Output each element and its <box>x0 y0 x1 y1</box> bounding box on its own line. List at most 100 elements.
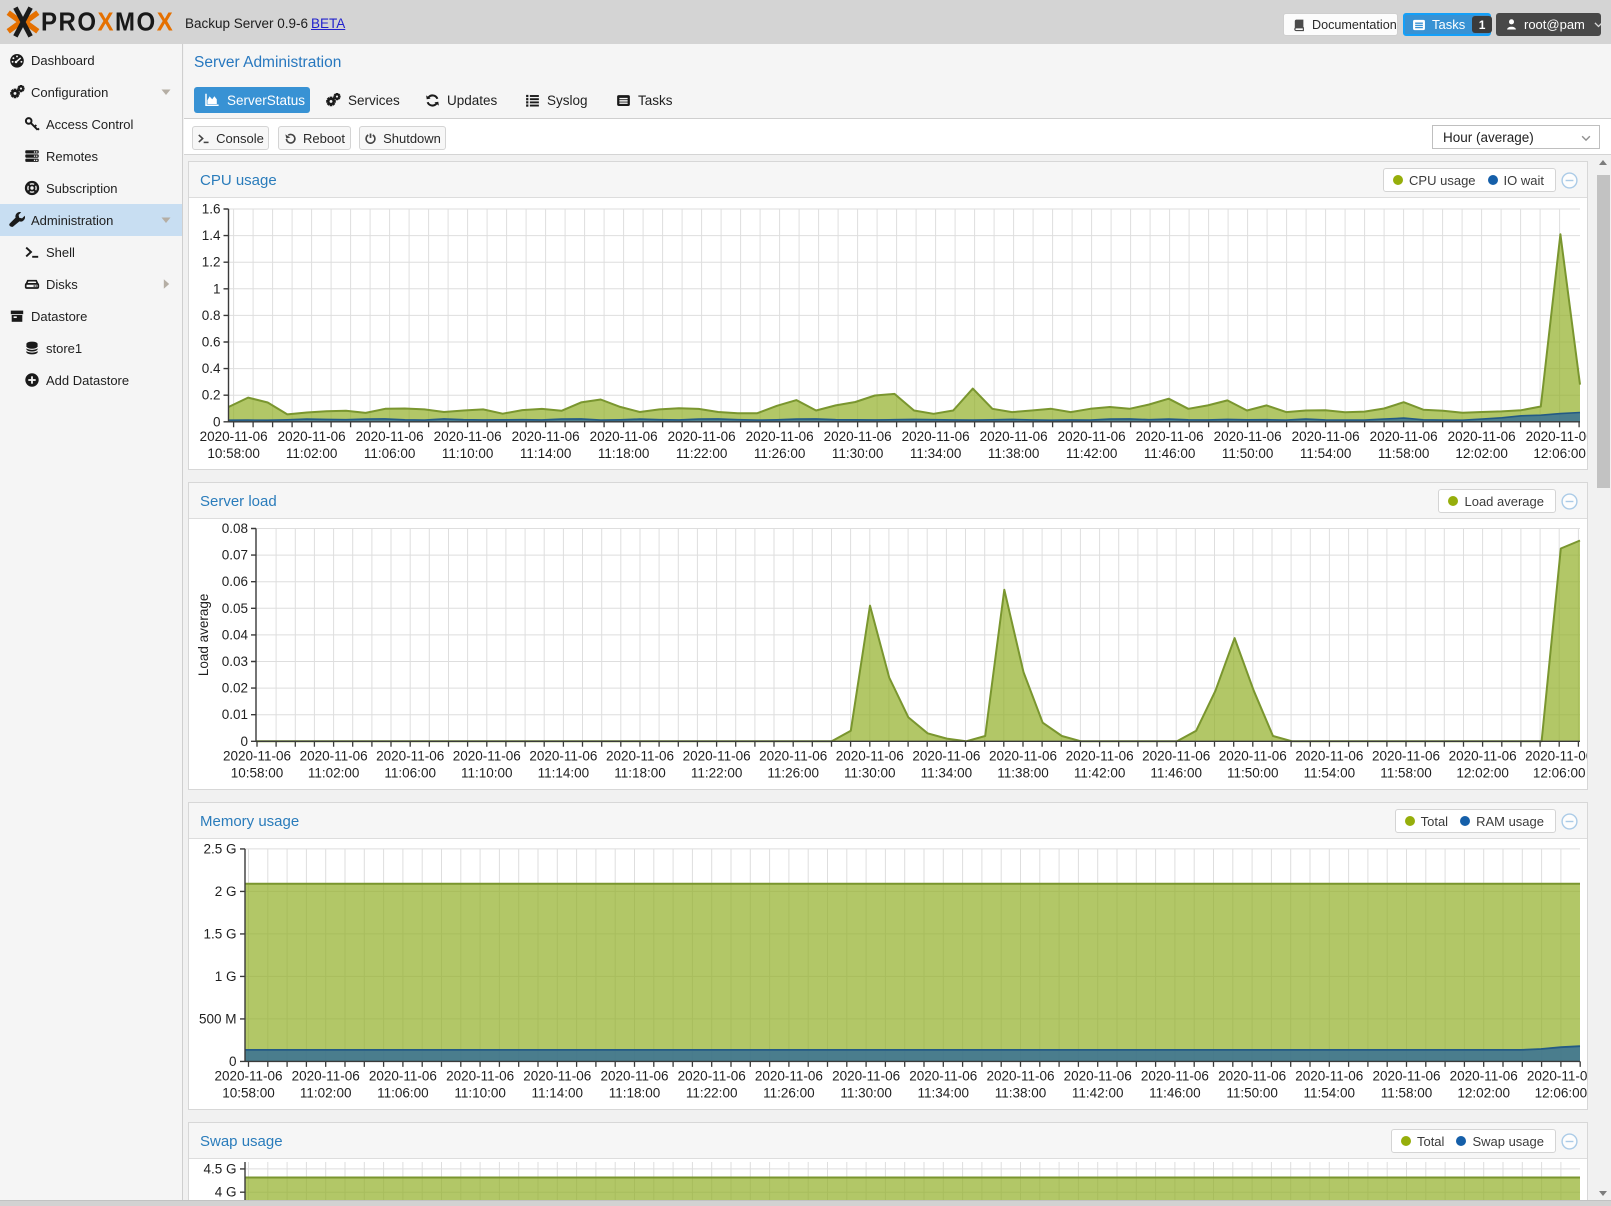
svg-text:2020-11-06: 2020-11-06 <box>668 429 736 444</box>
svg-text:11:06:00: 11:06:00 <box>384 766 436 781</box>
svg-text:0.2: 0.2 <box>202 388 221 403</box>
svg-text:1.5 G: 1.5 G <box>203 926 236 941</box>
svg-text:2020-11-06: 2020-11-06 <box>300 749 368 764</box>
svg-text:2020-11-06: 2020-11-06 <box>1292 429 1360 444</box>
svg-text:2020-11-06: 2020-11-06 <box>446 1069 514 1084</box>
svg-text:0.01: 0.01 <box>222 707 248 722</box>
svg-text:2020-11-06: 2020-11-06 <box>600 1069 668 1084</box>
svg-text:12:02:00: 12:02:00 <box>1457 1086 1510 1101</box>
svg-text:10:58:00: 10:58:00 <box>222 1086 275 1101</box>
svg-text:2020-11-06: 2020-11-06 <box>1449 749 1517 764</box>
svg-text:0.03: 0.03 <box>222 654 248 669</box>
svg-text:2020-11-06: 2020-11-06 <box>523 1069 591 1084</box>
svg-text:2020-11-06: 2020-11-06 <box>912 749 980 764</box>
svg-text:2020-11-06: 2020-11-06 <box>369 1069 437 1084</box>
svg-text:0: 0 <box>213 414 221 429</box>
svg-text:10:58:00: 10:58:00 <box>207 446 260 461</box>
svg-text:11:14:00: 11:14:00 <box>520 446 572 461</box>
svg-text:2020-11-06: 2020-11-06 <box>836 749 904 764</box>
svg-text:0.6: 0.6 <box>202 335 221 350</box>
svg-text:11:34:00: 11:34:00 <box>918 1086 970 1101</box>
svg-text:0.08: 0.08 <box>222 521 248 536</box>
svg-text:2020-11-06: 2020-11-06 <box>1526 429 1588 444</box>
svg-text:2020-11-06: 2020-11-06 <box>1219 749 1287 764</box>
svg-text:500 M: 500 M <box>199 1011 237 1026</box>
svg-text:2020-11-06: 2020-11-06 <box>590 429 658 444</box>
svg-text:2020-11-06: 2020-11-06 <box>278 429 346 444</box>
svg-text:2020-11-06: 2020-11-06 <box>1064 1069 1132 1084</box>
svg-text:11:06:00: 11:06:00 <box>364 446 416 461</box>
svg-text:1.6: 1.6 <box>202 202 221 217</box>
svg-text:2020-11-06: 2020-11-06 <box>980 429 1048 444</box>
svg-text:2020-11-06: 2020-11-06 <box>606 749 674 764</box>
svg-text:2020-11-06: 2020-11-06 <box>1450 1069 1518 1084</box>
svg-text:11:26:00: 11:26:00 <box>763 1086 815 1101</box>
svg-text:0: 0 <box>229 1054 237 1069</box>
svg-text:11:18:00: 11:18:00 <box>614 766 666 781</box>
svg-text:11:02:00: 11:02:00 <box>308 766 360 781</box>
svg-text:2020-11-06: 2020-11-06 <box>223 749 291 764</box>
svg-text:0: 0 <box>240 734 248 749</box>
svg-text:12:06:00: 12:06:00 <box>1535 1086 1588 1101</box>
svg-text:11:14:00: 11:14:00 <box>538 766 590 781</box>
svg-text:1 G: 1 G <box>215 969 237 984</box>
svg-text:2020-11-06: 2020-11-06 <box>678 1069 746 1084</box>
svg-text:11:02:00: 11:02:00 <box>286 446 338 461</box>
svg-text:11:22:00: 11:22:00 <box>691 766 743 781</box>
svg-text:11:06:00: 11:06:00 <box>377 1086 429 1101</box>
svg-text:11:26:00: 11:26:00 <box>754 446 806 461</box>
svg-text:11:34:00: 11:34:00 <box>921 766 973 781</box>
svg-text:0.4: 0.4 <box>202 361 221 376</box>
svg-text:Load average: Load average <box>196 594 211 677</box>
svg-text:2020-11-06: 2020-11-06 <box>356 429 424 444</box>
svg-text:11:34:00: 11:34:00 <box>910 446 962 461</box>
svg-text:2020-11-06: 2020-11-06 <box>832 1069 900 1084</box>
svg-text:11:22:00: 11:22:00 <box>686 1086 738 1101</box>
svg-text:2020-11-06: 2020-11-06 <box>746 429 814 444</box>
svg-text:11:54:00: 11:54:00 <box>1300 446 1352 461</box>
svg-text:2020-11-06: 2020-11-06 <box>1372 1069 1440 1084</box>
svg-text:2020-11-06: 2020-11-06 <box>1295 749 1363 764</box>
svg-text:11:38:00: 11:38:00 <box>988 446 1040 461</box>
svg-text:2020-11-06: 2020-11-06 <box>1218 1069 1286 1084</box>
svg-text:11:46:00: 11:46:00 <box>1150 766 1202 781</box>
svg-text:2020-11-06: 2020-11-06 <box>1372 749 1440 764</box>
svg-text:2020-11-06: 2020-11-06 <box>1370 429 1438 444</box>
svg-text:11:26:00: 11:26:00 <box>767 766 819 781</box>
svg-text:2020-11-06: 2020-11-06 <box>376 749 444 764</box>
svg-text:4 G: 4 G <box>215 1185 237 1200</box>
svg-text:11:14:00: 11:14:00 <box>532 1086 584 1101</box>
svg-text:0.07: 0.07 <box>222 548 248 563</box>
svg-text:0.02: 0.02 <box>222 681 248 696</box>
svg-text:1: 1 <box>213 281 221 296</box>
svg-text:11:50:00: 11:50:00 <box>1226 1086 1278 1101</box>
svg-text:2020-11-06: 2020-11-06 <box>824 429 892 444</box>
svg-text:2020-11-06: 2020-11-06 <box>909 1069 977 1084</box>
svg-text:11:54:00: 11:54:00 <box>1304 766 1356 781</box>
svg-text:2020-11-06: 2020-11-06 <box>683 749 751 764</box>
svg-text:11:02:00: 11:02:00 <box>300 1086 352 1101</box>
svg-text:2020-11-06: 2020-11-06 <box>1527 1069 1588 1084</box>
svg-text:12:06:00: 12:06:00 <box>1533 446 1586 461</box>
svg-text:11:22:00: 11:22:00 <box>676 446 728 461</box>
svg-text:2020-11-06: 2020-11-06 <box>755 1069 823 1084</box>
svg-text:1.4: 1.4 <box>202 228 221 243</box>
svg-text:2020-11-06: 2020-11-06 <box>292 1069 360 1084</box>
svg-text:11:58:00: 11:58:00 <box>1380 766 1432 781</box>
svg-text:11:42:00: 11:42:00 <box>1072 1086 1124 1101</box>
svg-text:11:54:00: 11:54:00 <box>1304 1086 1356 1101</box>
svg-text:11:30:00: 11:30:00 <box>832 446 884 461</box>
svg-text:11:58:00: 11:58:00 <box>1378 446 1430 461</box>
svg-text:12:02:00: 12:02:00 <box>1455 446 1508 461</box>
svg-text:11:46:00: 11:46:00 <box>1149 1086 1201 1101</box>
svg-text:11:50:00: 11:50:00 <box>1227 766 1279 781</box>
svg-text:0.05: 0.05 <box>222 601 248 616</box>
svg-text:11:10:00: 11:10:00 <box>442 446 494 461</box>
svg-text:11:42:00: 11:42:00 <box>1066 446 1118 461</box>
svg-text:0.04: 0.04 <box>222 627 249 642</box>
svg-text:2020-11-06: 2020-11-06 <box>986 1069 1054 1084</box>
svg-text:12:06:00: 12:06:00 <box>1533 766 1586 781</box>
svg-text:2 G: 2 G <box>215 884 237 899</box>
svg-text:4.5 G: 4.5 G <box>203 1161 236 1176</box>
svg-text:11:10:00: 11:10:00 <box>454 1086 506 1101</box>
